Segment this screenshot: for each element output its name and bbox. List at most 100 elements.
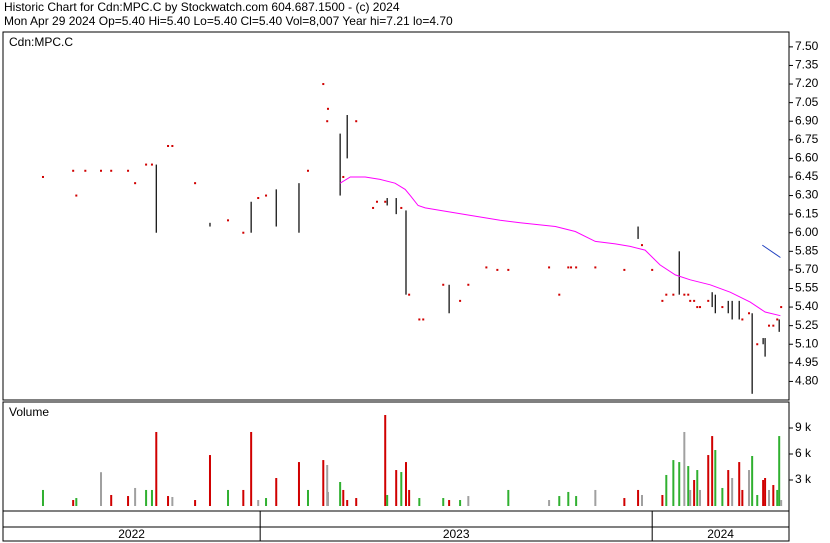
volume-bar [72, 500, 75, 506]
volume-bar [227, 489, 230, 506]
volume-bar [297, 462, 300, 506]
y-tick-label: 4.95 [795, 355, 819, 369]
y-tick-label: 6.00 [795, 225, 819, 239]
moving-average [339, 176, 781, 317]
price-dot [467, 283, 470, 286]
volume-bar [693, 480, 696, 506]
price-dot [687, 293, 690, 296]
price-dot [257, 197, 260, 200]
volume-bar [167, 496, 170, 506]
volume-bar [721, 487, 724, 506]
volume-bar [275, 478, 278, 506]
volume-bar [150, 489, 153, 506]
price-dot [772, 324, 775, 327]
price-dot [672, 293, 675, 296]
volume-bar [322, 460, 325, 506]
volume-bar [459, 500, 462, 506]
price-dot [84, 169, 87, 172]
price-dot [194, 182, 197, 185]
volume-bar [265, 498, 268, 506]
volume-bar [395, 470, 398, 506]
price-dot [575, 266, 578, 269]
price-dot [227, 219, 230, 222]
volume-bar [764, 478, 767, 506]
volume-bar [507, 489, 510, 506]
volume-bar [772, 485, 775, 506]
volume-bar [257, 500, 260, 506]
price-dot [100, 169, 103, 172]
volume-bar [384, 415, 387, 506]
price-dot [651, 268, 654, 271]
price-dot [306, 169, 309, 172]
price-dot [548, 266, 551, 269]
price-dot [459, 299, 462, 302]
y-tick-label: 6.90 [795, 113, 819, 127]
price-dot [780, 306, 783, 309]
volume-bar [687, 466, 690, 506]
price-dot [748, 312, 751, 315]
y-tick-label: 6.45 [795, 169, 819, 183]
y-tick-label: 3 k [795, 472, 812, 486]
price-dot [384, 200, 387, 203]
price-dot [594, 266, 597, 269]
volume-bar [250, 431, 253, 506]
price-dot [776, 318, 779, 321]
volume-bar [400, 472, 403, 506]
price-dot [400, 206, 403, 209]
price-dot [442, 283, 445, 286]
y-tick-label: 5.70 [795, 262, 819, 276]
y-tick-label: 5.10 [795, 336, 819, 350]
y-tick-label: 6.60 [795, 151, 819, 165]
volume-bar [665, 474, 668, 506]
price-dot [355, 120, 358, 123]
volume-bar [748, 470, 751, 506]
volume-bar [780, 500, 783, 506]
price-dot [134, 182, 137, 185]
price-dot [693, 299, 696, 302]
price-panel [2, 31, 790, 401]
price-dot [567, 266, 570, 269]
volume-bar [756, 494, 759, 506]
volume-bar [594, 489, 597, 506]
y-tick-label: 7.05 [795, 95, 819, 109]
price-dot [623, 268, 626, 271]
price-dot [322, 83, 325, 86]
volume-bar [339, 481, 342, 506]
price-dot [721, 306, 724, 309]
y-tick-label: 6.30 [795, 188, 819, 202]
price-dot [342, 175, 345, 178]
y-tick-label: 6.15 [795, 206, 819, 220]
volume-bar [75, 498, 78, 506]
volume-bar [623, 498, 626, 506]
price-dot [696, 306, 699, 309]
price-dot [145, 163, 148, 166]
volume-bar [751, 455, 754, 506]
price-dot [570, 266, 573, 269]
volume-bar [171, 496, 174, 506]
price-dot [75, 194, 78, 197]
volume-bar [306, 489, 309, 506]
volume-bar [145, 489, 148, 506]
volume-bar [714, 450, 717, 506]
volume-bar [699, 489, 702, 506]
volume-bar [346, 500, 349, 506]
volume-bar [448, 500, 451, 506]
y-tick-label: 5.85 [795, 243, 819, 257]
price-dot [41, 175, 44, 178]
price-dot [150, 163, 153, 166]
price-dot [683, 293, 686, 296]
legend-entry: Cdn:MPC.C [9, 35, 73, 49]
price-dot [422, 318, 425, 321]
price-dot [408, 293, 411, 296]
volume-bar [467, 496, 470, 506]
volume-bar [342, 489, 345, 506]
price-dot [707, 299, 710, 302]
price-dot [375, 200, 378, 203]
volume-bar [155, 431, 158, 506]
volume-bar [727, 470, 730, 506]
price-dot [72, 169, 75, 172]
volume-bar [134, 487, 137, 506]
volume-bar [100, 472, 103, 506]
price-dot [756, 343, 759, 346]
